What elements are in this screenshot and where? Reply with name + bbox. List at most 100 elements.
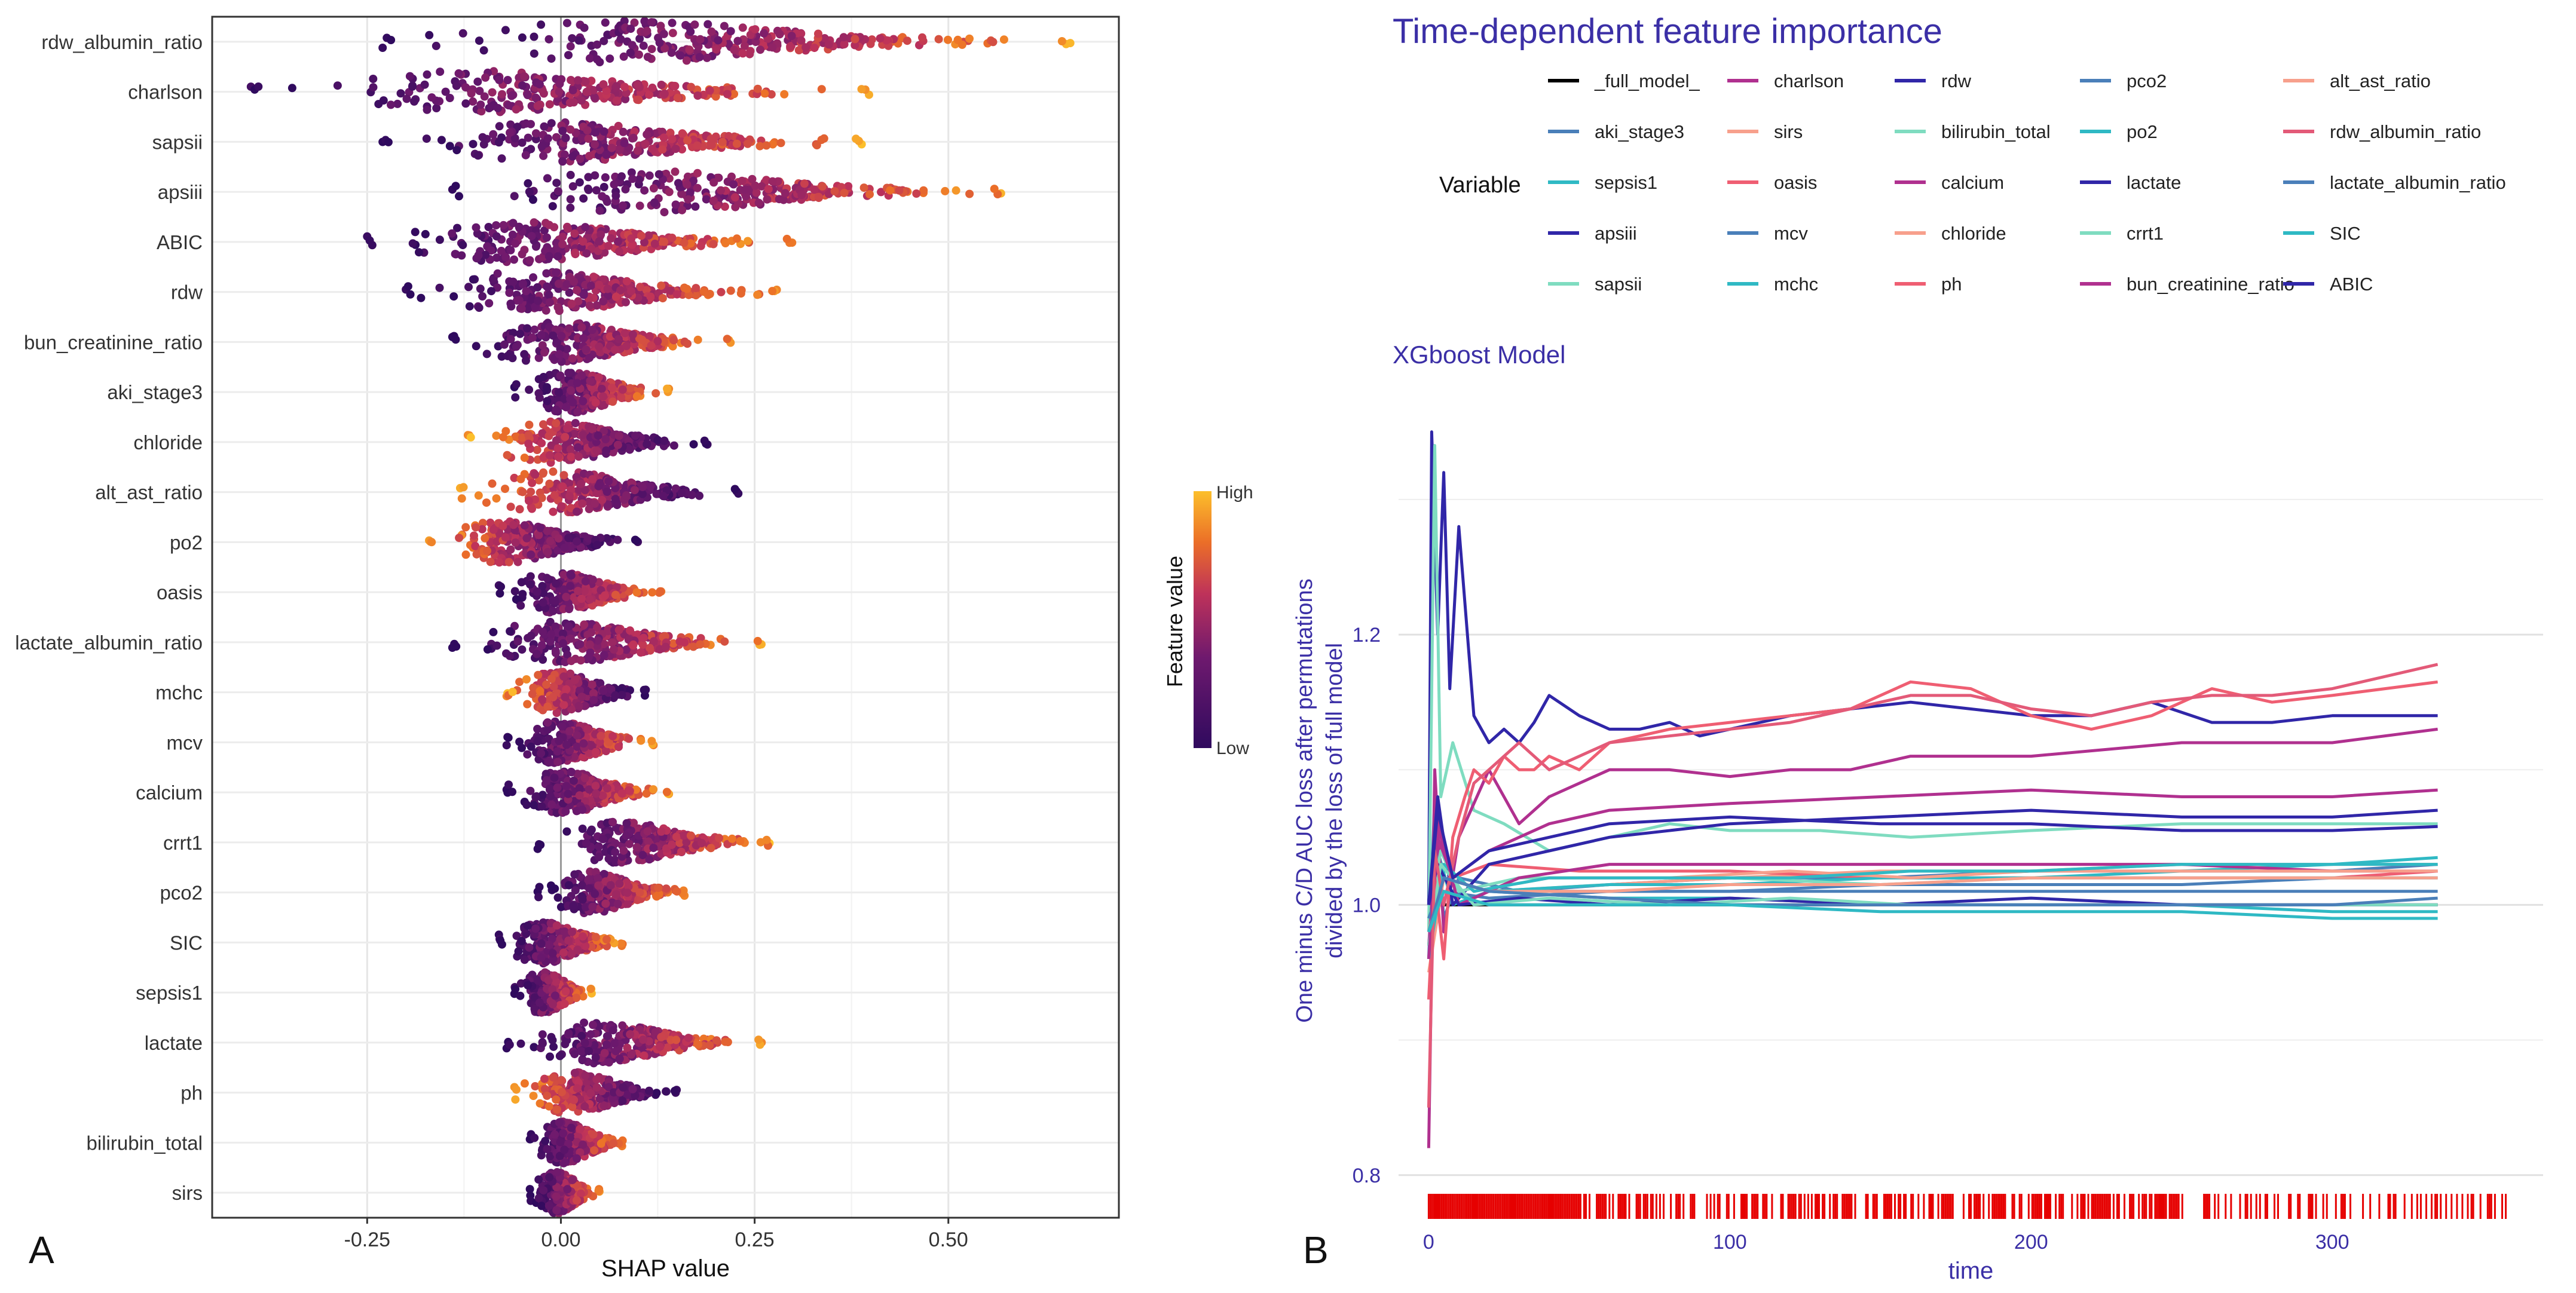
shap-point	[528, 195, 537, 204]
beeswarm-row-apsiii	[448, 167, 1005, 217]
shap-point	[488, 88, 497, 97]
shap-point	[423, 70, 432, 79]
shap-point	[615, 145, 624, 154]
shap-point	[495, 122, 504, 131]
shap-point	[614, 121, 623, 130]
shap-point	[656, 22, 665, 30]
shap-point	[639, 41, 648, 50]
shap-point	[859, 183, 868, 192]
shap-point	[598, 192, 607, 201]
shap-point	[445, 142, 454, 151]
shap-point	[687, 82, 696, 91]
shap-point	[768, 43, 777, 52]
shap-point	[720, 22, 729, 30]
shap-point	[589, 86, 598, 94]
shap-point	[564, 51, 573, 60]
shap-point	[473, 77, 482, 86]
shap-point	[607, 143, 616, 152]
shap-point	[568, 85, 577, 94]
shap-point	[801, 43, 810, 52]
shap-point	[640, 186, 649, 195]
shap-point	[786, 42, 795, 51]
shap-point	[503, 76, 512, 84]
shap-point	[613, 96, 621, 105]
shap-point	[655, 38, 664, 47]
shap-point	[396, 89, 405, 98]
shap-point	[537, 142, 546, 151]
shap-point	[732, 139, 741, 148]
shap-point	[730, 45, 739, 54]
shap-point	[657, 81, 666, 89]
shap-point	[643, 53, 652, 62]
shap-point	[494, 104, 503, 112]
shap-point	[369, 75, 378, 83]
shap-point	[812, 141, 821, 149]
shap-point	[857, 85, 866, 94]
shap-point	[422, 134, 431, 143]
shap-point	[379, 96, 388, 105]
plot-area-a	[212, 17, 1119, 1218]
shap-point	[726, 27, 735, 36]
shap-point	[479, 140, 488, 149]
shap-point	[427, 93, 436, 102]
shap-point	[640, 17, 649, 26]
shap-point	[744, 139, 752, 148]
shap-point	[738, 23, 747, 32]
shap-point	[544, 35, 553, 44]
shap-point	[584, 134, 593, 143]
shap-point	[518, 138, 527, 147]
shap-point	[670, 81, 678, 90]
shap-point	[817, 85, 826, 94]
shap-point	[718, 137, 727, 146]
shap-point	[506, 120, 515, 129]
shap-point	[574, 76, 582, 85]
shap-point	[591, 128, 600, 137]
shap-point	[454, 69, 463, 78]
shap-point	[706, 134, 715, 143]
shap-point	[671, 145, 680, 154]
shap-point	[658, 145, 667, 154]
shap-point	[478, 133, 487, 142]
shap-point	[760, 29, 769, 38]
shap-point	[476, 100, 485, 109]
shap-point	[668, 19, 677, 27]
shap-point	[668, 29, 677, 38]
shap-point	[384, 137, 393, 146]
shap-point	[548, 202, 557, 211]
shap-point	[512, 105, 521, 114]
shap-point	[423, 105, 432, 114]
shap-point	[756, 45, 764, 54]
shap-point	[458, 29, 467, 38]
shap-point	[635, 50, 643, 59]
shap-point	[696, 35, 705, 44]
shap-point	[593, 40, 601, 49]
shap-point	[619, 52, 628, 61]
shap-point	[436, 68, 445, 76]
shap-point	[787, 32, 796, 41]
shap-point	[469, 140, 478, 149]
shap-point	[635, 34, 644, 43]
shap-point	[582, 87, 591, 96]
shap-point	[533, 102, 542, 111]
shap-point	[461, 99, 470, 108]
shap-point	[441, 87, 450, 96]
shap-point	[689, 176, 698, 185]
shap-point	[545, 100, 554, 109]
shap-point	[543, 174, 552, 183]
shap-point	[775, 30, 784, 39]
shap-point	[562, 19, 571, 27]
shap-point	[405, 72, 414, 81]
shap-point	[599, 183, 608, 191]
shap-point	[645, 90, 654, 99]
shap-point	[693, 91, 702, 100]
shap-point	[425, 30, 434, 39]
shap-point	[633, 95, 642, 104]
shap-point	[733, 36, 742, 45]
shap-point	[676, 51, 685, 60]
shap-point	[944, 35, 952, 44]
shap-point	[693, 141, 702, 150]
shap-point	[999, 35, 1008, 44]
shap-point	[527, 120, 535, 128]
shap-point	[965, 189, 974, 198]
